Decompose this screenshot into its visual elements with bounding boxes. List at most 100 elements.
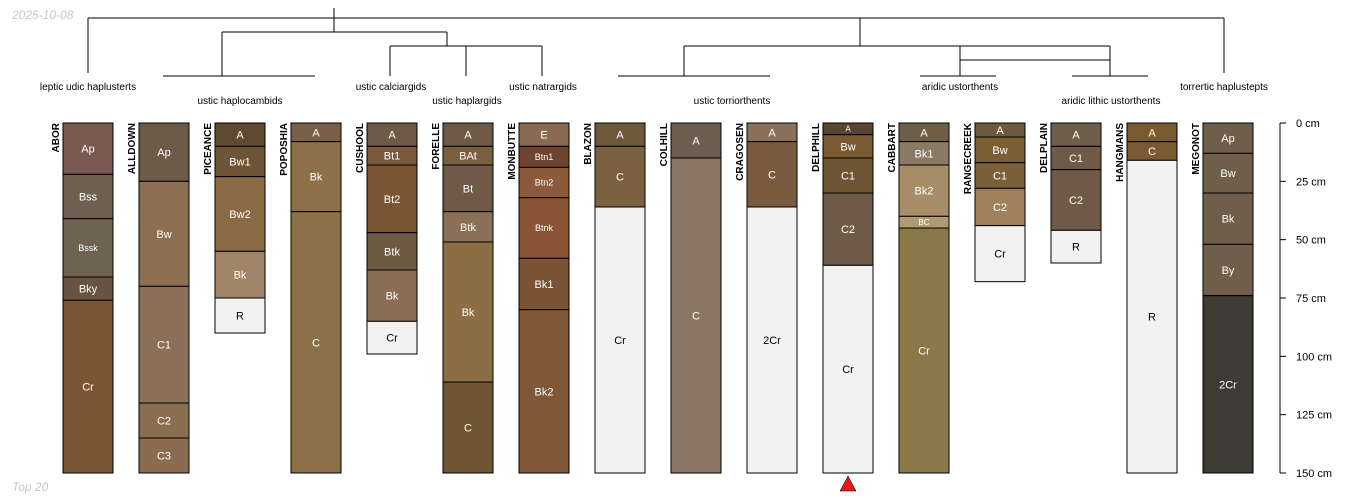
horizon-label: Bw1 bbox=[229, 156, 250, 168]
horizon-delphill-c1 bbox=[822, 157, 874, 194]
horizon-poposhia-c bbox=[290, 211, 342, 474]
horizon-delphill-cr bbox=[822, 264, 874, 474]
clade-label: aridic lithic ustorthents bbox=[1062, 96, 1161, 107]
profile-name: ABOR bbox=[51, 122, 62, 152]
horizon-label: Btn1 bbox=[535, 152, 554, 162]
profile-name: HANGMANS bbox=[1115, 123, 1126, 182]
horizon-label: R bbox=[1148, 312, 1156, 324]
horizon-label: A bbox=[996, 125, 1004, 137]
profile-name: POPOSHIA bbox=[279, 123, 290, 176]
profile-name: PICEANCE bbox=[203, 123, 214, 175]
horizon-cragosen-2cr bbox=[746, 206, 798, 474]
footer-note: Top 20 bbox=[12, 480, 49, 494]
horizon-cabbart-cr bbox=[898, 227, 950, 474]
horizon-label: BAt bbox=[459, 151, 477, 163]
horizon-label: 2Cr bbox=[763, 335, 781, 347]
horizon-cabbart-bk2 bbox=[898, 164, 950, 217]
horizon-rangecreek-c1 bbox=[974, 162, 1026, 189]
profile-name: MONBUTTE bbox=[507, 123, 518, 180]
horizon-label: E bbox=[540, 130, 547, 142]
horizon-label: By bbox=[1222, 265, 1235, 277]
horizon-label: Ap bbox=[81, 144, 94, 156]
clade-label: aridic ustorthents bbox=[922, 82, 998, 93]
horizon-label: Cr bbox=[918, 345, 930, 357]
horizon-monbutte-bk2 bbox=[518, 309, 570, 474]
horizon-poposhia-bk bbox=[290, 141, 342, 213]
horizon-cushool-cr bbox=[366, 320, 418, 355]
horizon-label: C1 bbox=[157, 340, 171, 352]
horizon-label: Btk bbox=[460, 222, 476, 234]
clade-label: ustic haplargids bbox=[432, 96, 501, 107]
horizon-megonot-bk bbox=[1202, 192, 1254, 245]
horizon-abor-ap bbox=[62, 122, 114, 175]
horizon-blazon-c bbox=[594, 145, 646, 208]
horizon-megonot-ap bbox=[1202, 122, 1254, 154]
horizon-label: A bbox=[312, 127, 320, 139]
depth-tick-label: 25 cm bbox=[1296, 176, 1326, 188]
horizon-label: C bbox=[616, 172, 624, 184]
profile-name: COLHILL bbox=[659, 123, 670, 166]
clade-label: leptic udic haplusterts bbox=[40, 82, 136, 93]
horizon-label: A bbox=[616, 130, 624, 142]
horizon-label: C bbox=[312, 337, 320, 349]
marker-triangle-icon bbox=[839, 475, 857, 492]
horizon-forelle-c bbox=[442, 381, 494, 474]
horizon-piceance-r bbox=[214, 297, 266, 334]
horizon-label: A bbox=[692, 135, 700, 147]
profile-name: RANGECREEK bbox=[963, 122, 974, 194]
horizon-label: Bw bbox=[992, 145, 1007, 157]
horizon-label: BC bbox=[918, 218, 929, 227]
horizon-piceance-bw1 bbox=[214, 145, 266, 178]
profile-name: BLAZON bbox=[583, 123, 594, 165]
depth-tick-label: 100 cm bbox=[1296, 351, 1332, 363]
horizon-label: Bk2 bbox=[915, 186, 934, 198]
horizon-label: C3 bbox=[157, 450, 171, 462]
clade-label: torrertic haplustepts bbox=[1180, 82, 1268, 93]
horizon-alldown-ap bbox=[138, 122, 190, 182]
horizon-alldown-bw bbox=[138, 180, 190, 287]
horizon-label: A bbox=[1148, 127, 1156, 139]
horizon-label: Btn2 bbox=[535, 178, 554, 188]
horizon-label: Cr bbox=[994, 249, 1006, 261]
horizon-label: Bk1 bbox=[535, 279, 554, 291]
horizon-label: Bk bbox=[234, 270, 247, 282]
horizon-label: Bt2 bbox=[384, 194, 401, 206]
horizon-label: Bk bbox=[310, 172, 323, 184]
horizon-delplain-r bbox=[1050, 229, 1102, 264]
horizon-label: C1 bbox=[1069, 153, 1083, 165]
horizon-label: Bssk bbox=[78, 243, 98, 253]
horizon-label: A bbox=[1072, 130, 1080, 142]
horizon-megonot-2cr bbox=[1202, 295, 1254, 474]
horizon-label: C bbox=[464, 422, 472, 434]
horizon-label: R bbox=[1072, 242, 1080, 254]
horizon-delplain-c2 bbox=[1050, 169, 1102, 231]
horizon-piceance-bw2 bbox=[214, 176, 266, 252]
horizon-hangmans-r bbox=[1126, 159, 1178, 474]
horizon-label: C2 bbox=[993, 202, 1007, 214]
horizon-label: Bk bbox=[386, 291, 399, 303]
horizon-label: Bw bbox=[156, 229, 171, 241]
horizon-label: C bbox=[692, 310, 700, 322]
horizon-label: Bw bbox=[840, 141, 855, 153]
horizon-alldown-c3 bbox=[138, 437, 190, 474]
horizon-label: Bk bbox=[1222, 214, 1235, 226]
horizon-label: Bky bbox=[79, 284, 98, 296]
horizon-label: Bt bbox=[463, 183, 473, 195]
horizon-label: C bbox=[768, 169, 776, 181]
horizon-monbutte-bk1 bbox=[518, 257, 570, 311]
profile-name: CABBART bbox=[887, 123, 898, 172]
clade-label: ustic torriorthents bbox=[694, 96, 771, 107]
horizon-delphill-c2 bbox=[822, 192, 874, 266]
horizon-cushool-bk bbox=[366, 269, 418, 322]
profile-name: ALLDOWN bbox=[127, 123, 138, 174]
profile-name: DELPHILL bbox=[811, 123, 822, 172]
horizon-abor-cr bbox=[62, 299, 114, 474]
horizon-label: C2 bbox=[1069, 195, 1083, 207]
horizon-label: Btnk bbox=[535, 223, 554, 233]
profile-name: MEGONOT bbox=[1191, 123, 1202, 175]
horizon-label: Bt1 bbox=[384, 151, 401, 163]
depth-tick-label: 150 cm bbox=[1296, 468, 1332, 480]
horizon-label: Ap bbox=[1221, 133, 1234, 145]
horizon-label: R bbox=[236, 310, 244, 322]
